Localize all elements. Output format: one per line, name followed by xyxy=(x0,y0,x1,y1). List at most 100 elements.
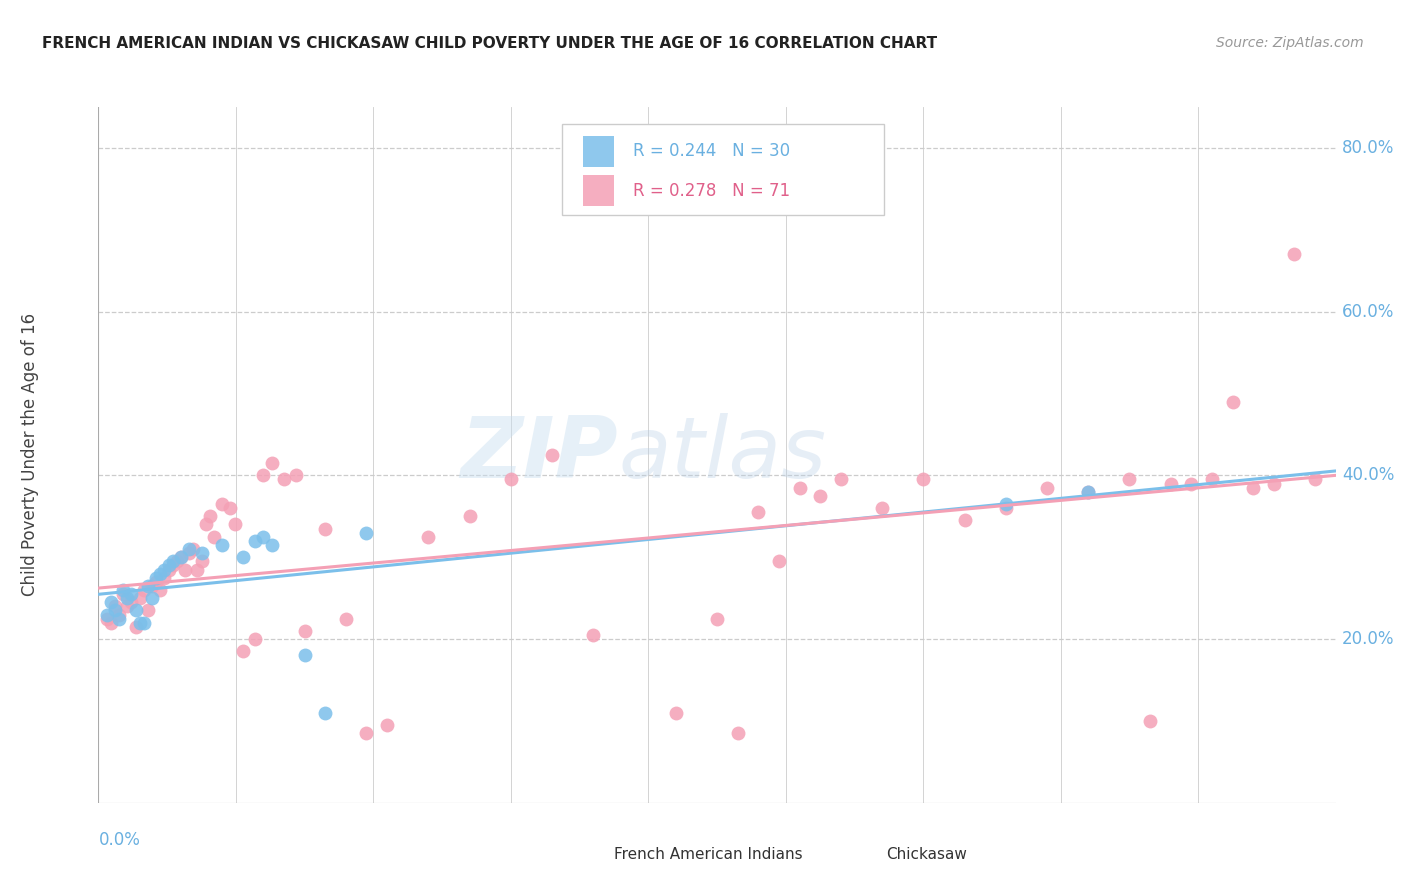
Point xyxy=(252,530,274,544)
Point xyxy=(1160,476,1182,491)
Point xyxy=(499,473,522,487)
Point xyxy=(104,603,127,617)
Point xyxy=(153,571,176,585)
Point xyxy=(124,620,146,634)
Point xyxy=(294,648,316,663)
Point xyxy=(294,624,316,638)
Point xyxy=(727,726,749,740)
Point xyxy=(132,615,155,630)
Point xyxy=(145,574,167,589)
Point xyxy=(149,566,172,581)
Point xyxy=(232,550,254,565)
Point xyxy=(706,612,728,626)
Point xyxy=(260,538,283,552)
Point xyxy=(1303,473,1326,487)
Point xyxy=(96,612,118,626)
Point xyxy=(194,517,217,532)
Point xyxy=(768,554,790,568)
FancyBboxPatch shape xyxy=(583,175,614,206)
Point xyxy=(141,591,163,606)
Point xyxy=(808,489,831,503)
Point xyxy=(141,579,163,593)
Point xyxy=(117,591,139,606)
Point xyxy=(136,579,159,593)
Point xyxy=(953,513,976,527)
Point xyxy=(202,530,225,544)
Point xyxy=(994,501,1017,516)
Point xyxy=(1036,481,1059,495)
Point xyxy=(747,505,769,519)
Point xyxy=(1241,481,1264,495)
Point xyxy=(181,542,204,557)
Point xyxy=(132,582,155,597)
Point xyxy=(198,509,221,524)
Point xyxy=(149,582,172,597)
Point xyxy=(170,550,193,565)
Point xyxy=(186,562,208,576)
Point xyxy=(174,562,197,576)
FancyBboxPatch shape xyxy=(562,124,884,215)
Point xyxy=(190,554,212,568)
Point xyxy=(830,473,852,487)
Point xyxy=(96,607,118,622)
Point xyxy=(136,603,159,617)
Point xyxy=(356,525,378,540)
Point xyxy=(243,632,266,646)
Point xyxy=(356,726,378,740)
Point xyxy=(273,473,295,487)
Point xyxy=(108,607,131,622)
Point xyxy=(117,599,139,614)
Point xyxy=(179,542,201,557)
FancyBboxPatch shape xyxy=(568,842,599,868)
Point xyxy=(285,468,308,483)
Text: 20.0%: 20.0% xyxy=(1341,630,1395,648)
Point xyxy=(375,718,398,732)
Point xyxy=(128,615,150,630)
Text: R = 0.244   N = 30: R = 0.244 N = 30 xyxy=(633,143,790,161)
Point xyxy=(458,509,481,524)
Point xyxy=(120,587,142,601)
Point xyxy=(120,595,142,609)
Text: Chickasaw: Chickasaw xyxy=(887,847,967,863)
Point xyxy=(104,599,127,614)
Point xyxy=(582,628,605,642)
Point xyxy=(912,473,935,487)
Point xyxy=(211,538,233,552)
FancyBboxPatch shape xyxy=(841,842,872,868)
Point xyxy=(112,587,135,601)
Point xyxy=(1139,714,1161,728)
Point xyxy=(162,558,184,573)
Point xyxy=(112,582,135,597)
Point xyxy=(100,615,122,630)
Point xyxy=(153,562,176,576)
Point xyxy=(232,644,254,658)
Point xyxy=(166,554,188,568)
Text: French American Indians: French American Indians xyxy=(614,847,803,863)
Text: ZIP: ZIP xyxy=(460,413,619,497)
Point xyxy=(128,591,150,606)
Point xyxy=(224,517,246,532)
Point xyxy=(1263,476,1285,491)
Text: R = 0.278   N = 71: R = 0.278 N = 71 xyxy=(633,182,790,200)
Point xyxy=(219,501,242,516)
Point xyxy=(335,612,357,626)
Point xyxy=(665,706,688,720)
Point xyxy=(870,501,893,516)
Point xyxy=(418,530,440,544)
Point xyxy=(145,571,167,585)
Point xyxy=(179,546,201,560)
Point xyxy=(243,533,266,548)
Text: FRENCH AMERICAN INDIAN VS CHICKASAW CHILD POVERTY UNDER THE AGE OF 16 CORRELATIO: FRENCH AMERICAN INDIAN VS CHICKASAW CHIL… xyxy=(42,36,938,51)
Point xyxy=(1180,476,1202,491)
Point xyxy=(170,550,193,565)
Point xyxy=(100,595,122,609)
Text: 40.0%: 40.0% xyxy=(1341,467,1395,484)
Text: 60.0%: 60.0% xyxy=(1341,302,1395,321)
Point xyxy=(541,448,564,462)
Point xyxy=(994,497,1017,511)
Point xyxy=(1077,484,1099,499)
Point xyxy=(1222,394,1244,409)
Point xyxy=(124,603,146,617)
Point xyxy=(108,612,131,626)
Point xyxy=(314,706,336,720)
